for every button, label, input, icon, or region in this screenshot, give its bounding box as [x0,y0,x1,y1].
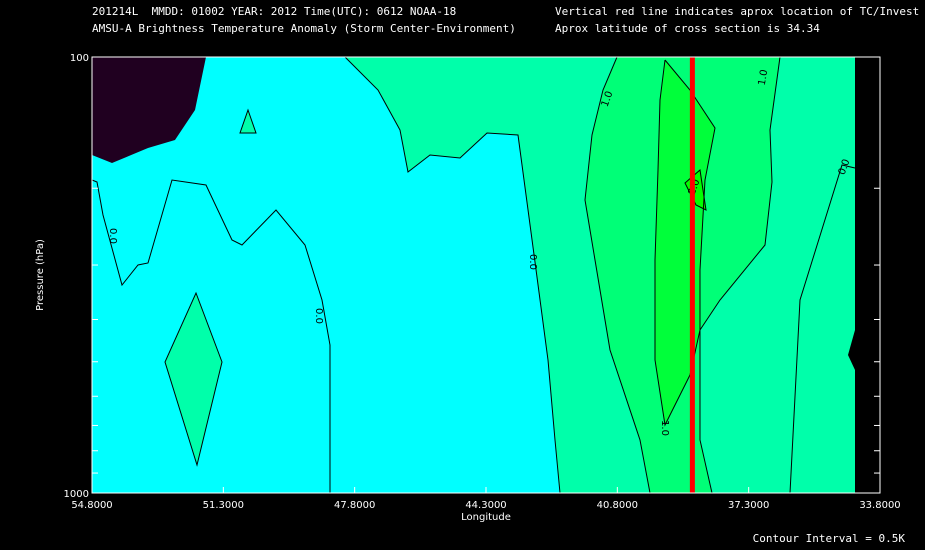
no-data-right-strip [855,57,880,493]
x-tick-label: 40.8000 [597,500,638,511]
x-tick-label: 44.3000 [465,500,506,511]
x-tick-label: 33.8000 [859,500,900,511]
no-data-right-notch [848,330,855,370]
contour-line-diamond [164,291,223,467]
contour-fill-diamond [165,293,222,465]
header-line-1: 201214L MMDD: 01002 YEAR: 2012 Time(UTC)… [92,5,457,18]
contour-label: 0.0 [107,228,118,244]
contour-line-0-0-right [344,56,561,494]
x-tick-label: 51.3000 [203,500,244,511]
contour-label: 1.0 [659,420,670,436]
y-axis-title: Pressure (hPa) [35,239,46,311]
contour-line-small [239,108,257,134]
x-tick-label: 54.8000 [71,500,112,511]
y-tick-label: 100 [70,53,89,64]
header-line-2: AMSU-A Brightness Temperature Anomaly (S… [92,22,516,35]
x-tick-label: 47.8000 [334,500,375,511]
contour-interval-note: Contour Interval = 0.5K [752,532,905,545]
x-axis-title: Longitude [461,512,511,523]
header-line-3: Vertical red line indicates aprox locati… [555,5,920,18]
contour-label: 1.0 [757,69,771,87]
contour-fill-1-5 [655,60,715,425]
no-data-upper-left [92,57,206,163]
header-line-4: Aprox latitude of cross section is 34.34 [555,22,820,35]
contour-label: 0.0 [837,158,853,177]
contour-label: 0.0 [313,308,324,324]
contour-label: 0.0 [527,254,538,270]
contour-lines [91,56,856,494]
x-tick-label: 37.3000 [728,500,769,511]
contour-line-1-0 [584,56,651,494]
contour-fill-small [240,110,256,133]
contour-label: 1.0 [600,90,616,109]
y-tick-label: 1000 [64,489,89,500]
contour-line-1-0-b [699,56,781,494]
contour-line-0-0-far-right [789,164,856,494]
contour-line-0-0-left [91,179,331,493]
